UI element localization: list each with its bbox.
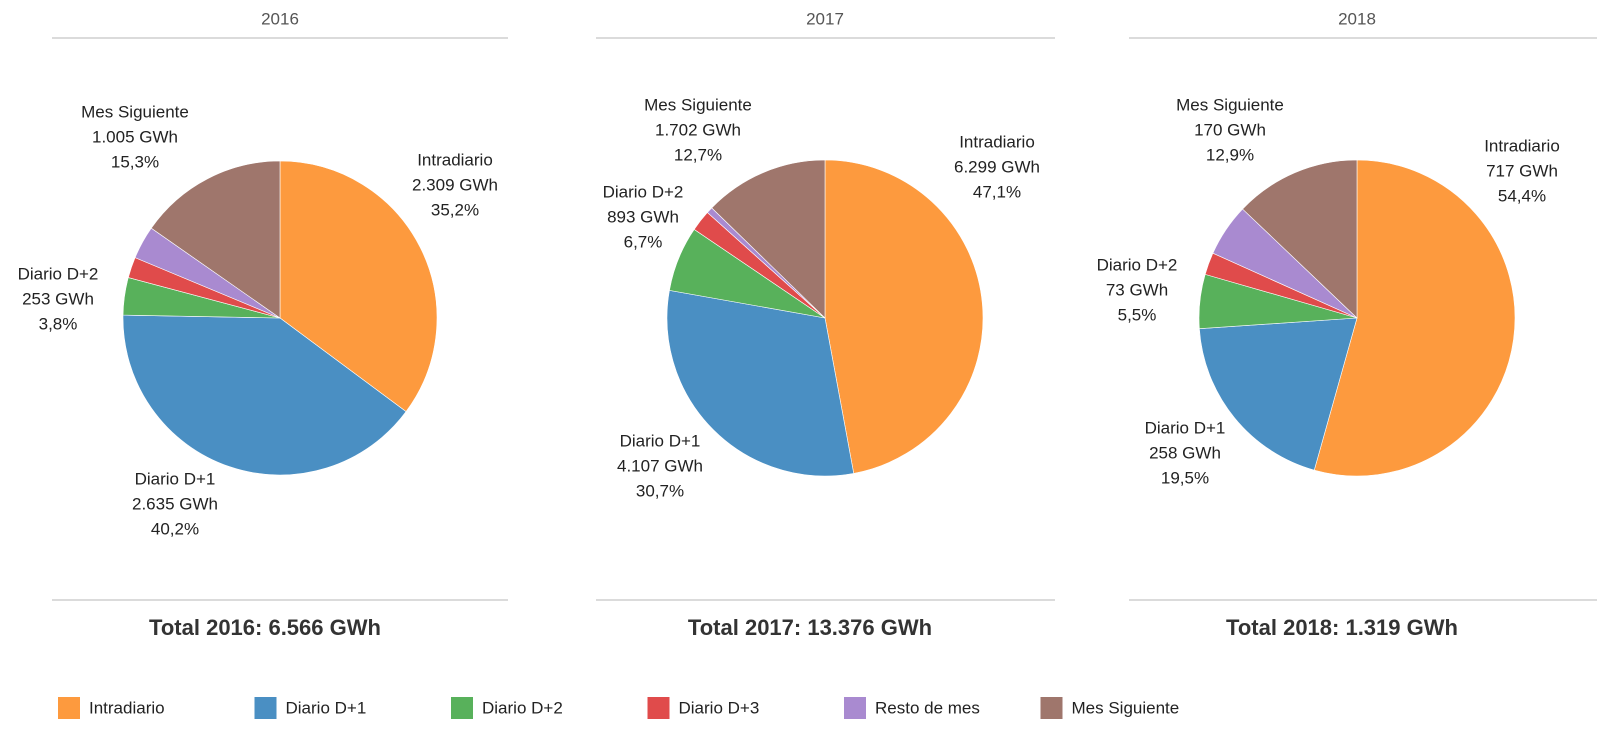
slice-label-percent: 19,5% — [1161, 468, 1209, 487]
legend-label: Diario D+1 — [286, 698, 367, 717]
slice-label-value: 73 GWh — [1106, 280, 1168, 299]
slice-label-percent: 30,7% — [636, 481, 684, 500]
pie-slice — [1313, 159, 1516, 477]
slice-label-name: Diario D+2 — [18, 264, 99, 283]
slice-label-value: 1.005 GWh — [92, 127, 178, 146]
pie-slice — [1242, 159, 1358, 319]
pie-slice — [279, 160, 438, 413]
slice-label-percent: 3,8% — [39, 314, 78, 333]
chart-title: 2017 — [806, 9, 844, 28]
slice-label-name: Diario D+1 — [1145, 418, 1226, 437]
slice-label-value: 1.702 GWh — [655, 120, 741, 139]
pie-slice — [122, 314, 407, 476]
legend-label: Intradiario — [89, 698, 165, 717]
slice-label-value: 6.299 GWh — [954, 157, 1040, 176]
slice-label-percent: 35,2% — [431, 200, 479, 219]
legend-label: Resto de mes — [875, 698, 980, 717]
slice-label-name: Diario D+1 — [620, 431, 701, 450]
legend-swatch — [451, 697, 473, 719]
slice-label-value: 253 GWh — [22, 289, 94, 308]
pie-slice — [666, 290, 855, 477]
legend-label: Mes Siguiente — [1072, 698, 1180, 717]
slice-label-percent: 12,9% — [1206, 145, 1254, 164]
chart-title: 2018 — [1338, 9, 1376, 28]
slice-label-value: 2.635 GWh — [132, 494, 218, 513]
slice-label-name: Diario D+2 — [1097, 255, 1178, 274]
pie-slice — [711, 159, 826, 319]
slice-label-percent: 54,4% — [1498, 186, 1546, 205]
legend-label: Diario D+3 — [679, 698, 760, 717]
slice-label-percent: 12,7% — [674, 145, 722, 164]
total-label: Total 2017: 13.376 GWh — [688, 615, 932, 640]
pie-slice — [150, 160, 281, 319]
slice-label-percent: 15,3% — [111, 152, 159, 171]
slice-label-percent: 47,1% — [973, 182, 1021, 201]
slice-label-name: Diario D+1 — [135, 469, 216, 488]
legend-swatch — [844, 697, 866, 719]
slice-label-name: Intradiario — [959, 132, 1035, 151]
total-label: Total 2018: 1.319 GWh — [1226, 615, 1458, 640]
legend-swatch — [647, 697, 670, 719]
legend-swatch — [1040, 697, 1063, 719]
slice-label-name: Diario D+2 — [603, 182, 684, 201]
pie-slice — [824, 159, 984, 474]
slice-label-value: 2.309 GWh — [412, 175, 498, 194]
pie-slice — [1199, 317, 1358, 471]
slice-label-percent: 40,2% — [151, 519, 199, 538]
slice-label-name: Intradiario — [1484, 136, 1560, 155]
slice-label-name: Mes Siguiente — [1176, 95, 1284, 114]
slice-label-value: 717 GWh — [1486, 161, 1558, 180]
legend-label: Diario D+2 — [482, 698, 563, 717]
slice-label-name: Mes Siguiente — [644, 95, 752, 114]
slice-label-percent: 6,7% — [624, 232, 663, 251]
legend-swatch — [254, 697, 277, 719]
chart-title: 2016 — [261, 9, 299, 28]
slice-label-value: 893 GWh — [607, 207, 679, 226]
slice-label-value: 4.107 GWh — [617, 456, 703, 475]
slice-label-name: Mes Siguiente — [81, 102, 189, 121]
slice-label-name: Intradiario — [417, 150, 493, 169]
legend-swatch — [58, 697, 80, 719]
slice-label-value: 258 GWh — [1149, 443, 1221, 462]
total-label: Total 2016: 6.566 GWh — [149, 615, 381, 640]
slice-label-value: 170 GWh — [1194, 120, 1266, 139]
slice-label-percent: 5,5% — [1118, 305, 1157, 324]
